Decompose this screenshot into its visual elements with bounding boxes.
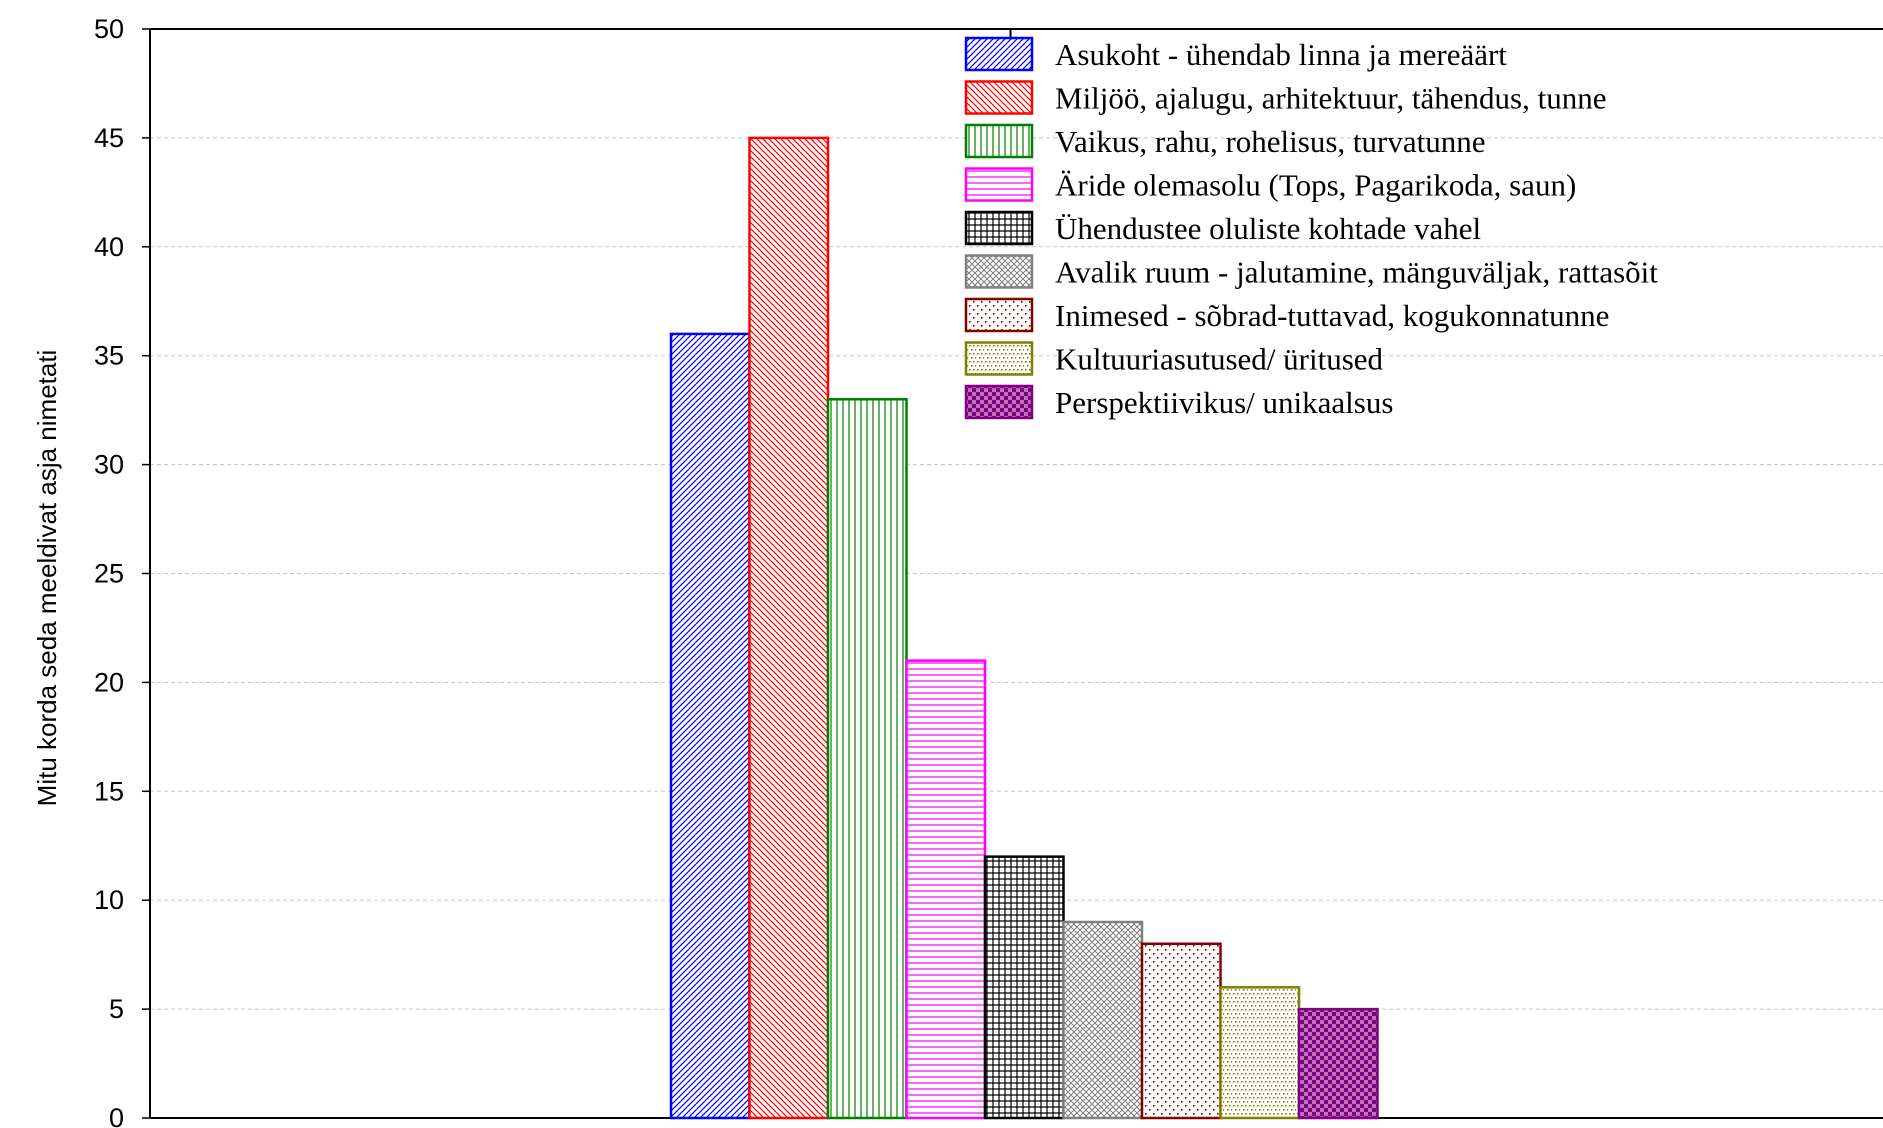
legend-label: Vaikus, rahu, rohelisus, turvatunne [1055, 124, 1485, 159]
legend-swatch [964, 167, 1034, 202]
legend-swatch [964, 36, 1034, 72]
bar [826, 398, 908, 1120]
y-tick-label: 5 [109, 994, 124, 1024]
legend-label: Asukoht - ühendab linna ja mereäärt [1055, 37, 1507, 72]
y-tick-label: 25 [94, 559, 124, 589]
legend-label: Miljöö, ajalugu, arhitektuur, tähendus, … [1055, 81, 1606, 116]
y-tick-label: 15 [94, 776, 124, 806]
legend-swatch [964, 123, 1034, 159]
legend-label: Äride olemasolu (Tops, Pagarikoda, saun) [1055, 168, 1576, 203]
bar [1062, 920, 1144, 1120]
y-axis-title: Mitu korda seda meeldivat asja nimetati [32, 350, 62, 807]
legend-label: Inimesed - sõbrad-tuttavad, kogukonnatun… [1055, 298, 1609, 333]
legend-swatch [964, 297, 1034, 333]
bar [748, 136, 830, 1120]
legend-swatch [964, 80, 1034, 115]
y-tick-label: 45 [94, 123, 124, 153]
legend-label: Perspektiivikus/ unikaalsus [1055, 385, 1393, 420]
bars [669, 136, 1379, 1120]
y-tick-label: 40 [94, 232, 124, 262]
legend-swatch [964, 341, 1034, 376]
bar [1297, 1007, 1379, 1120]
bar [905, 659, 987, 1120]
y-tick-label: 35 [94, 341, 124, 371]
bar [669, 332, 751, 1120]
y-tick-label: 20 [94, 667, 124, 697]
y-tick-label: 0 [109, 1103, 124, 1128]
y-tick-label: 50 [94, 14, 124, 44]
legend-swatch [964, 254, 1034, 289]
legend-label: Kultuuriasutused/ üritused [1055, 342, 1384, 377]
legend-label: Ühendustee oluliste kohtade vahel [1055, 211, 1481, 246]
bar [1140, 942, 1222, 1120]
legend: Asukoht - ühendab linna ja mereäärt Miljö… [964, 36, 1658, 420]
legend-label: Avalik ruum - jalutamine, mänguväljak, r… [1055, 255, 1658, 290]
bar [983, 855, 1065, 1120]
y-tick-label: 10 [94, 885, 124, 915]
legend-swatch [964, 384, 1034, 420]
bar [1219, 986, 1301, 1120]
legend-swatch [964, 210, 1034, 246]
y-tick-label: 30 [94, 450, 124, 480]
